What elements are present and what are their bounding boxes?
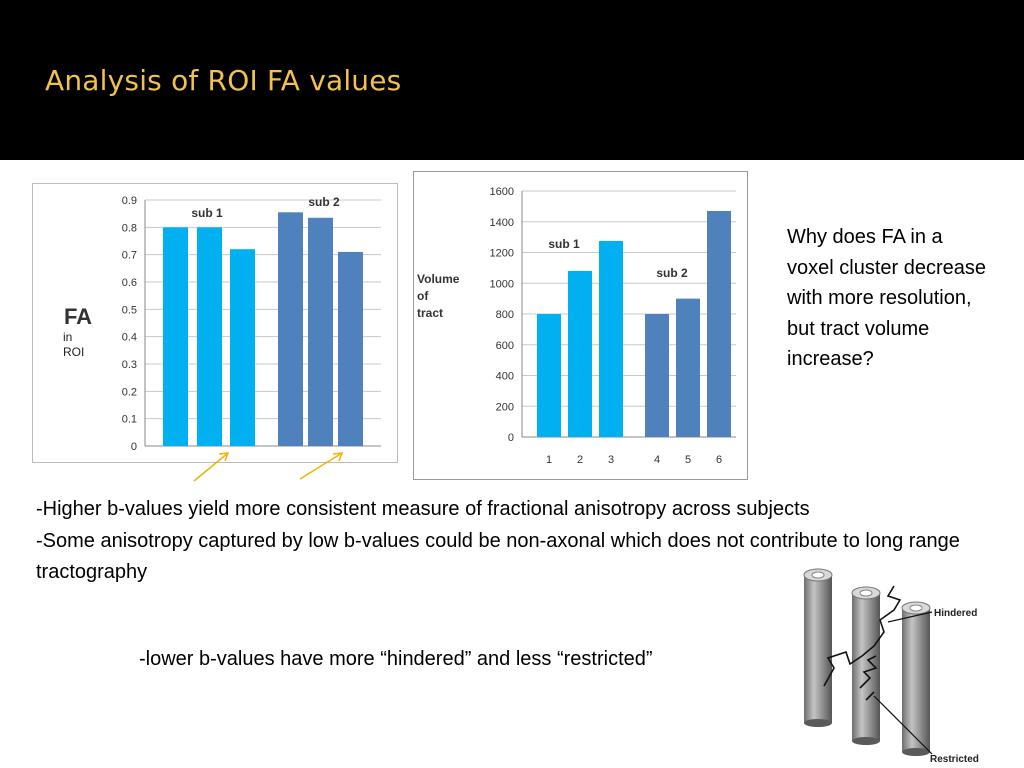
arrow-head xyxy=(332,452,344,462)
y-tick-label: 200 xyxy=(496,401,514,413)
bottom-note: -lower b-values have more “hindered” and… xyxy=(139,648,653,670)
slide-title: Analysis of ROI FA values xyxy=(45,64,402,97)
volume-chart: 0 200 400 600 800 1000 1200 1400 1600 1 2 3 sub 1 4 5 6… xyxy=(413,171,748,480)
restricted-label: Restricted xyxy=(930,754,979,765)
series-label: sub 1 xyxy=(548,237,580,251)
x-tick-label: 5 xyxy=(685,454,691,466)
bullet-item: -Higher b-values yield more consistent m… xyxy=(36,498,810,520)
x-tick-label: 6 xyxy=(716,454,722,466)
y-axis-subtitle: in xyxy=(63,330,72,344)
y-tick-label: 0.9 xyxy=(122,195,137,207)
y-tick-label: 0.2 xyxy=(122,386,137,398)
restricted-pointer xyxy=(873,695,933,755)
bar xyxy=(599,240,623,437)
y-tick-label: 0.8 xyxy=(122,222,137,234)
axon-cylinder xyxy=(851,586,881,745)
y-axis-title: Volume xyxy=(417,272,460,286)
x-tick-label: 1 xyxy=(546,454,552,466)
y-axis-title: tract xyxy=(417,306,443,320)
bar xyxy=(707,210,731,437)
y-tick-label: 1600 xyxy=(490,186,514,198)
y-tick-label: 1000 xyxy=(490,278,514,290)
diffusion-axon-figure: Hindered Restricted xyxy=(803,568,979,765)
bar xyxy=(568,270,592,437)
bullet-item: -Some anisotropy captured by low b-value… xyxy=(36,529,960,584)
slide-header: Analysis of ROI FA values xyxy=(0,0,1024,160)
hindered-path xyxy=(823,585,902,687)
y-tick-label: 400 xyxy=(496,371,514,383)
x-tick-label: 3 xyxy=(608,454,614,466)
axon-cylinder xyxy=(901,601,931,756)
volume-chart-svg: 0 200 400 600 800 1000 1200 1400 1600 1 2 3 sub 1 4 5 6… xyxy=(417,186,736,466)
series-label: sub 2 xyxy=(308,195,340,209)
y-tick-label: 800 xyxy=(496,309,514,321)
bar xyxy=(197,227,222,446)
arrow-line xyxy=(193,452,229,482)
series-label: sub 2 xyxy=(656,266,688,280)
hindered-pointer xyxy=(887,611,933,623)
y-tick-label: 0.3 xyxy=(122,359,137,371)
y-tick-label: 0 xyxy=(508,432,514,444)
fa-chart: 0 0.1 0.2 0.3 0.4 0.5 0.6 0.7 0.8 0.9 sub 1 sub 2 FA… xyxy=(32,183,398,463)
y-tick-label: 0 xyxy=(131,441,137,453)
series-label: sub 1 xyxy=(191,206,223,220)
hindered-label: Hindered xyxy=(934,608,977,619)
y-tick-label: 600 xyxy=(496,340,514,352)
pointer-arrows xyxy=(193,452,344,482)
fa-chart-svg: 0 0.1 0.2 0.3 0.4 0.5 0.6 0.7 0.8 0.9 sub 1 sub 2 FA… xyxy=(63,195,381,453)
bar xyxy=(163,227,188,446)
arrow-line xyxy=(299,452,343,480)
y-axis-subtitle: ROI xyxy=(63,345,84,359)
question-text: Why does FA in a voxel cluster decrease … xyxy=(787,226,986,371)
restricted-path xyxy=(859,655,878,701)
bar xyxy=(537,314,561,437)
x-tick-label: 2 xyxy=(577,454,583,466)
y-tick-label: 0.4 xyxy=(122,332,137,344)
y-axis-title: of xyxy=(417,289,429,303)
bullet-list: -Higher b-values yield more consistent m… xyxy=(36,494,1006,589)
y-tick-label: 0.7 xyxy=(122,250,137,262)
y-tick-label: 1400 xyxy=(490,217,514,229)
bar xyxy=(645,314,669,437)
bar xyxy=(278,212,303,446)
y-tick-label: 0.5 xyxy=(122,304,137,316)
y-tick-label: 0.6 xyxy=(122,277,137,289)
y-tick-label: 0.1 xyxy=(122,414,137,426)
y-tick-label: 1200 xyxy=(490,248,514,260)
x-tick-label: 4 xyxy=(654,454,660,466)
bar xyxy=(308,217,333,446)
axon-cylinder xyxy=(803,568,833,727)
bar xyxy=(676,298,700,437)
bar xyxy=(230,249,255,446)
bar xyxy=(338,251,363,446)
arrow-head xyxy=(218,452,230,462)
y-axis-title: FA xyxy=(64,304,92,329)
